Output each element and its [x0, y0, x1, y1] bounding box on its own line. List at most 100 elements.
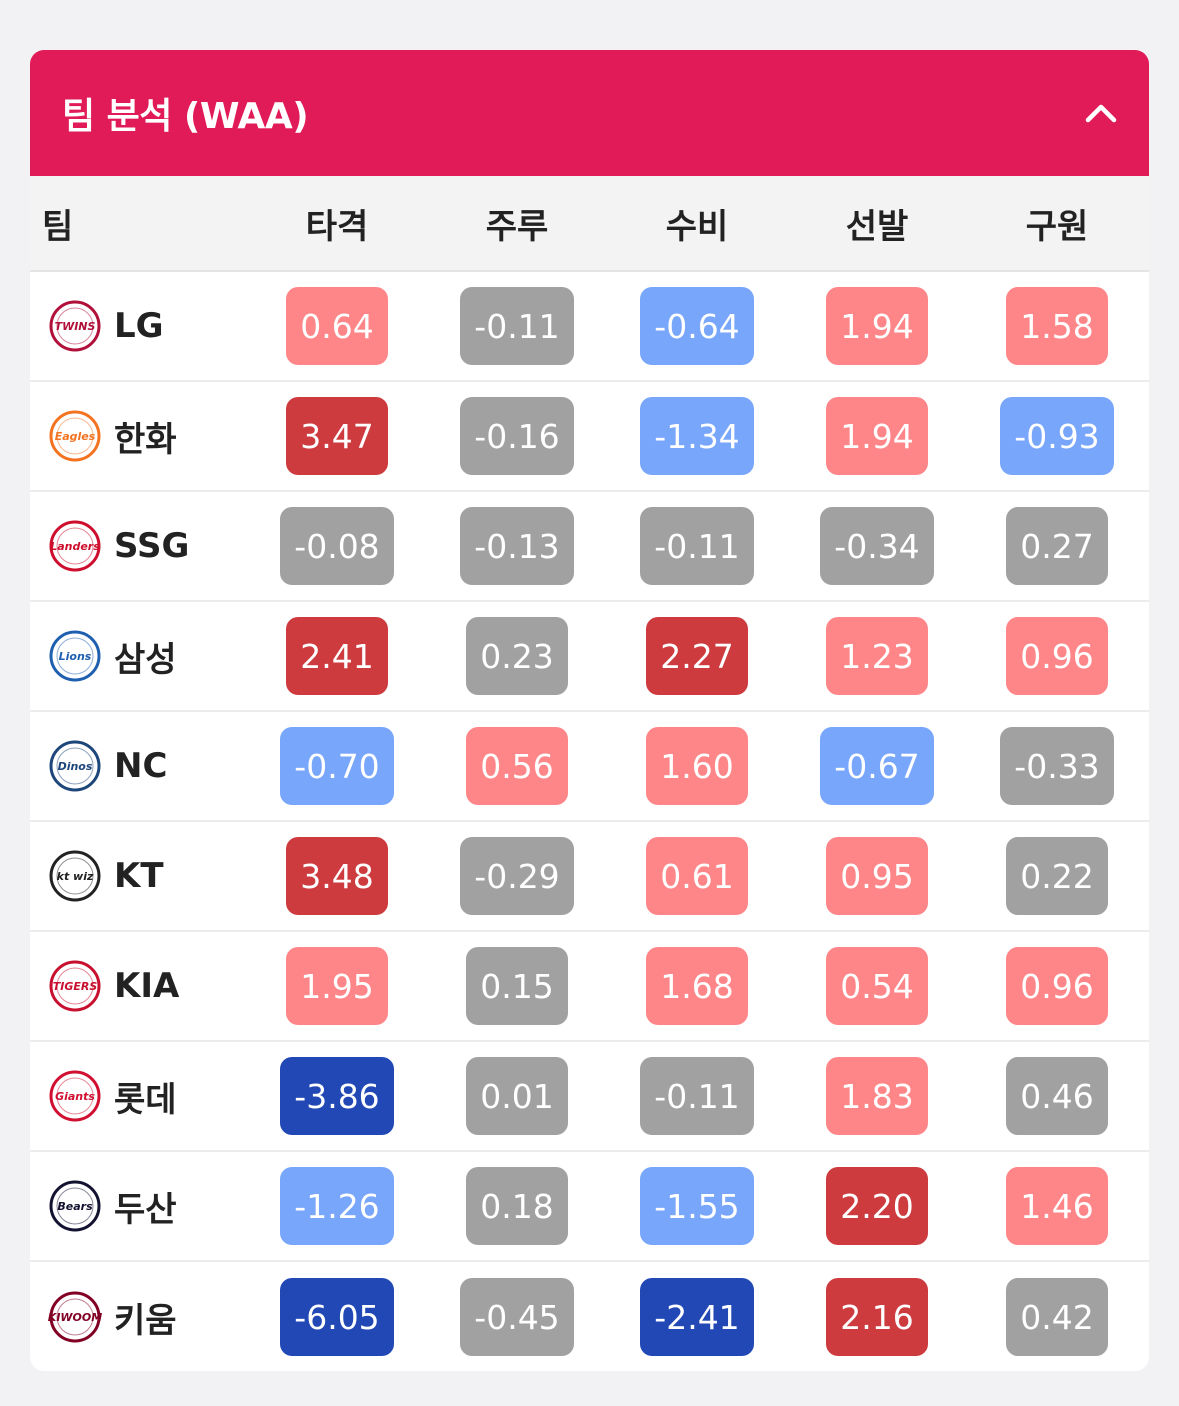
waa-value-badge: -0.34 [820, 507, 934, 585]
kia-tigers-logo-icon: TIGERS [46, 957, 104, 1015]
stat-cell-starting-pitching: -0.34 [787, 507, 967, 585]
waa-value-badge: 2.20 [826, 1167, 928, 1245]
waa-value-badge: -2.41 [640, 1278, 754, 1356]
waa-value-badge: -0.93 [1000, 397, 1114, 475]
waa-value-badge: 1.46 [1006, 1167, 1108, 1245]
table-row[interactable]: Dinos NC -0.70 0.56 1.60 -0.67 -0.33 [30, 712, 1149, 822]
stat-cell-starting-pitching: 1.23 [787, 617, 967, 695]
waa-value-badge: -0.64 [640, 287, 754, 365]
svg-text:Eagles: Eagles [55, 430, 96, 443]
stat-cell-baserunning: 0.56 [427, 727, 607, 805]
waa-value-badge: -1.55 [640, 1167, 754, 1245]
card-header[interactable]: 팀 분석 (WAA) [30, 50, 1149, 176]
stat-cell-starting-pitching: 1.94 [787, 287, 967, 365]
stat-cell-baserunning: 0.01 [427, 1057, 607, 1135]
table-row[interactable]: Eagles 한화 3.47 -0.16 -1.34 1.94 -0.93 [30, 382, 1149, 492]
svg-text:kt wiz: kt wiz [57, 870, 94, 883]
waa-value-badge: 0.54 [826, 947, 928, 1025]
waa-value-badge: -1.26 [280, 1167, 394, 1245]
team-name: 두산 [114, 1189, 177, 1230]
team-cell: KIWOOM 키움 [30, 1288, 247, 1346]
table-row[interactable]: KIWOOM 키움 -6.05 -0.45 -2.41 2.16 0.42 [30, 1262, 1149, 1371]
hanwha-eagles-logo-icon: Eagles [46, 407, 104, 465]
team-name: SSG [114, 526, 190, 566]
kiwoom-heroes-logo-icon: KIWOOM [46, 1288, 104, 1346]
stat-cell-batting: 2.41 [247, 617, 427, 695]
team-name: 삼성 [114, 639, 177, 680]
stat-cell-starting-pitching: 2.16 [787, 1278, 967, 1356]
table-row[interactable]: TIGERS KIA 1.95 0.15 1.68 0.54 0.96 [30, 932, 1149, 1042]
stat-cell-starting-pitching: 2.20 [787, 1167, 967, 1245]
stat-cell-fielding: 1.60 [607, 727, 787, 805]
waa-value-badge: 0.01 [466, 1057, 568, 1135]
team-name: 롯데 [114, 1079, 177, 1120]
chevron-up-icon [1085, 104, 1117, 123]
waa-value-badge: 0.23 [466, 617, 568, 695]
stat-cell-fielding: 2.27 [607, 617, 787, 695]
team-name: KT [114, 856, 164, 896]
column-header-batting: 타격 [305, 206, 369, 247]
team-cell: Dinos NC [30, 737, 247, 795]
column-header-relief-pitching: 구원 [1025, 206, 1089, 247]
stat-cell-fielding: -0.11 [607, 1057, 787, 1135]
waa-value-badge: -0.70 [280, 727, 394, 805]
stat-cell-starting-pitching: 0.54 [787, 947, 967, 1025]
svg-text:Landers: Landers [50, 540, 100, 553]
stat-cell-batting: 0.64 [247, 287, 427, 365]
column-header-baserunning: 주루 [485, 206, 549, 247]
team-cell: TIGERS KIA [30, 957, 247, 1015]
waa-value-badge: 1.23 [826, 617, 928, 695]
table-row[interactable]: Giants 롯데 -3.86 0.01 -0.11 1.83 0.46 [30, 1042, 1149, 1152]
column-header-fielding: 수비 [665, 206, 729, 247]
stat-cell-baserunning: -0.16 [427, 397, 607, 475]
waa-value-badge: 0.56 [466, 727, 568, 805]
waa-value-badge: 0.27 [1006, 507, 1108, 585]
stat-cell-fielding: 1.68 [607, 947, 787, 1025]
stat-cell-fielding: -1.55 [607, 1167, 787, 1245]
table-row[interactable]: Bears 두산 -1.26 0.18 -1.55 2.20 1.46 [30, 1152, 1149, 1262]
waa-value-badge: -0.33 [1000, 727, 1114, 805]
collapse-button[interactable] [1081, 93, 1121, 133]
table-row[interactable]: TWINS LG 0.64 -0.11 -0.64 1.94 1.58 [30, 272, 1149, 382]
waa-value-badge: -6.05 [280, 1278, 394, 1356]
waa-value-badge: 0.22 [1006, 837, 1108, 915]
waa-value-badge: -0.16 [460, 397, 574, 475]
ssg-landers-logo-icon: Landers [46, 517, 104, 575]
stat-cell-fielding: 0.61 [607, 837, 787, 915]
waa-value-badge: 1.94 [826, 397, 928, 475]
waa-value-badge: 1.94 [826, 287, 928, 365]
team-cell: kt wiz KT [30, 847, 247, 905]
table-row[interactable]: Lions 삼성 2.41 0.23 2.27 1.23 0.96 [30, 602, 1149, 712]
stat-cell-baserunning: -0.45 [427, 1278, 607, 1356]
waa-value-badge: -0.08 [280, 507, 394, 585]
table-row[interactable]: kt wiz KT 3.48 -0.29 0.61 0.95 0.22 [30, 822, 1149, 932]
stat-cell-starting-pitching: -0.67 [787, 727, 967, 805]
stat-cell-batting: -0.70 [247, 727, 427, 805]
stat-cell-relief-pitching: 0.22 [967, 837, 1147, 915]
waa-value-badge: 1.60 [646, 727, 748, 805]
stat-cell-fielding: -0.11 [607, 507, 787, 585]
svg-text:TIGERS: TIGERS [53, 980, 98, 993]
stat-cell-baserunning: 0.23 [427, 617, 607, 695]
waa-value-badge: 1.68 [646, 947, 748, 1025]
waa-value-badge: 0.15 [466, 947, 568, 1025]
stat-cell-batting: -0.08 [247, 507, 427, 585]
stat-cell-batting: -6.05 [247, 1278, 427, 1356]
stat-cell-batting: 3.48 [247, 837, 427, 915]
waa-value-badge: -0.11 [640, 507, 754, 585]
column-header-team: 팀 [42, 206, 74, 247]
stat-cell-baserunning: 0.18 [427, 1167, 607, 1245]
stat-cell-relief-pitching: 1.58 [967, 287, 1147, 365]
table-body: TWINS LG 0.64 -0.11 -0.64 1.94 1.58 Eagles 한화 3.4… [30, 272, 1149, 1371]
team-name: LG [114, 306, 164, 346]
card-title: 팀 분석 (WAA) [62, 96, 309, 137]
waa-value-badge: -0.11 [460, 287, 574, 365]
table-row[interactable]: Landers SSG -0.08 -0.13 -0.11 -0.34 0.27 [30, 492, 1149, 602]
stat-cell-fielding: -0.64 [607, 287, 787, 365]
column-header-starting-pitching: 선발 [845, 206, 909, 247]
waa-value-badge: -0.29 [460, 837, 574, 915]
waa-value-badge: 0.96 [1006, 617, 1108, 695]
stat-cell-fielding: -2.41 [607, 1278, 787, 1356]
team-name: NC [114, 746, 168, 786]
waa-value-badge: -3.86 [280, 1057, 394, 1135]
